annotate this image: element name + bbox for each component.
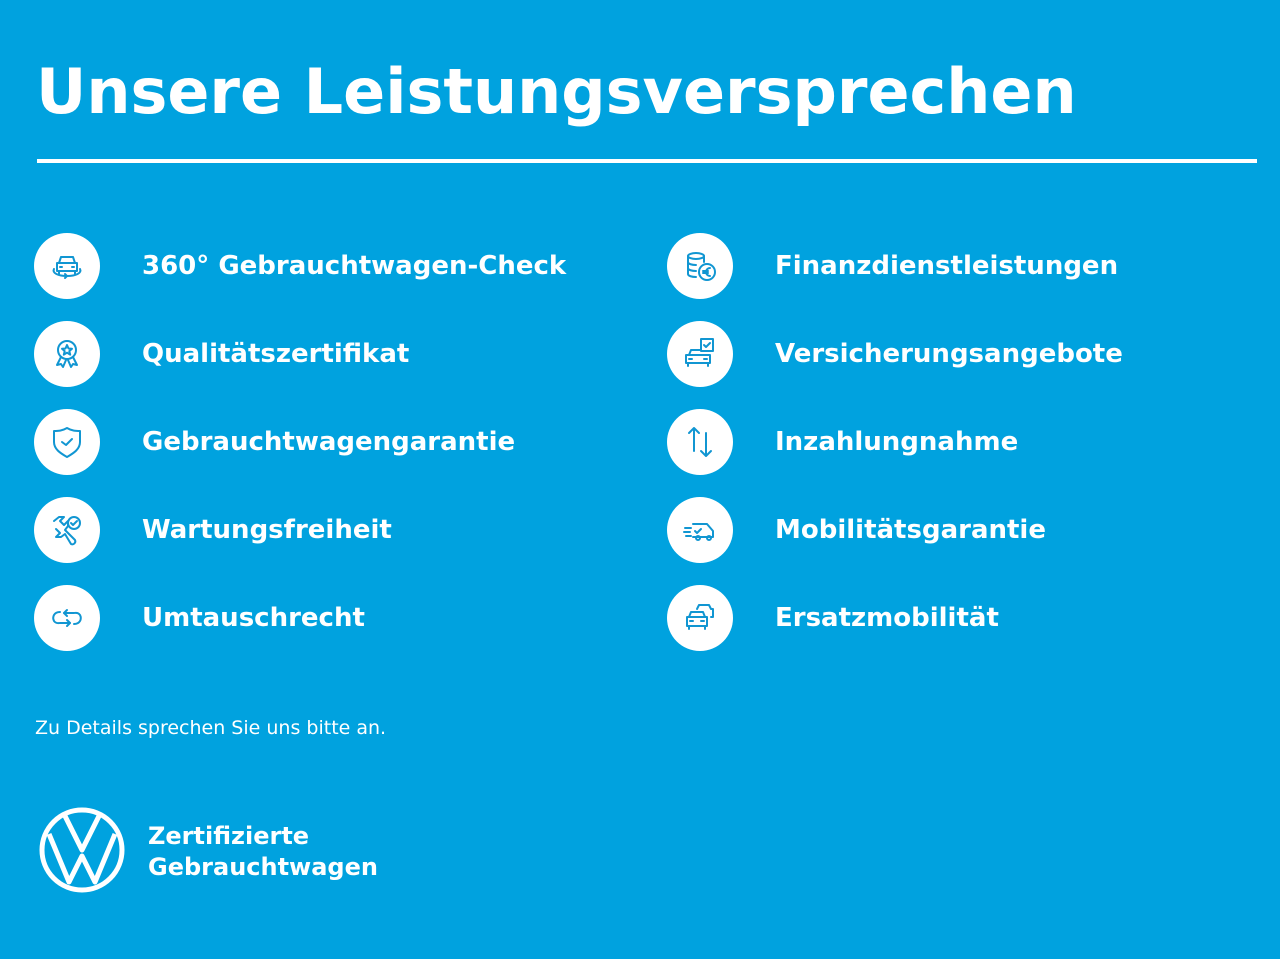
item-umtauschrecht: Umtauschrecht bbox=[34, 585, 365, 651]
item-finanzdienstleistungen: Finanzdienstleistungen bbox=[667, 233, 1118, 299]
item-qualitaetszertifikat: Qualitätszertifikat bbox=[34, 321, 409, 387]
item-versicherungsangebote: Versicherungsangebote bbox=[667, 321, 1123, 387]
wrench-check-icon bbox=[34, 497, 100, 563]
page-title: Unsere Leistungsversprechen bbox=[36, 55, 1077, 128]
item-label: Gebrauchtwagengarantie bbox=[142, 427, 516, 457]
item-wartungsfreiheit: Wartungsfreiheit bbox=[34, 497, 392, 563]
item-gebrauchtwagen-check: 360° Gebrauchtwagen-Check bbox=[34, 233, 566, 299]
item-label: Versicherungsangebote bbox=[775, 339, 1123, 369]
brand-line2: Gebrauchtwagen bbox=[148, 853, 378, 881]
details-note: Zu Details sprechen Sie uns bitte an. bbox=[35, 717, 387, 739]
item-label: Umtauschrecht bbox=[142, 603, 365, 633]
item-label: 360° Gebrauchtwagen-Check bbox=[142, 251, 567, 281]
exchange-arrows-icon bbox=[34, 585, 100, 651]
item-label: Inzahlungnahme bbox=[775, 427, 1019, 457]
item-mobilitaetsgarantie: Mobilitätsgarantie bbox=[667, 497, 1046, 563]
up-down-arrows-icon bbox=[667, 409, 733, 475]
item-label: Finanzdienstleistungen bbox=[775, 251, 1119, 281]
item-label: Mobilitätsgarantie bbox=[775, 515, 1046, 545]
car-insurance-icon bbox=[667, 321, 733, 387]
item-inzahlungnahme: Inzahlungnahme bbox=[667, 409, 1018, 475]
vw-logo bbox=[39, 807, 125, 893]
brand-line1: Zertifizierte bbox=[148, 822, 310, 850]
car-360-icon bbox=[34, 233, 100, 299]
two-cars-icon bbox=[667, 585, 733, 651]
item-label: Wartungsfreiheit bbox=[142, 515, 392, 545]
award-badge-icon bbox=[34, 321, 100, 387]
item-ersatzmobilitaet: Ersatzmobilität bbox=[667, 585, 999, 651]
item-label: Ersatzmobilität bbox=[775, 603, 999, 633]
van-fast-icon bbox=[667, 497, 733, 563]
shield-check-icon bbox=[34, 409, 100, 475]
item-gebrauchtwagengarantie: Gebrauchtwagengarantie bbox=[34, 409, 515, 475]
coins-euro-icon bbox=[667, 233, 733, 299]
brand-text: Zertifizierte Gebrauchtwagen bbox=[148, 821, 378, 883]
divider bbox=[37, 159, 1257, 163]
item-label: Qualitätszertifikat bbox=[142, 339, 410, 369]
